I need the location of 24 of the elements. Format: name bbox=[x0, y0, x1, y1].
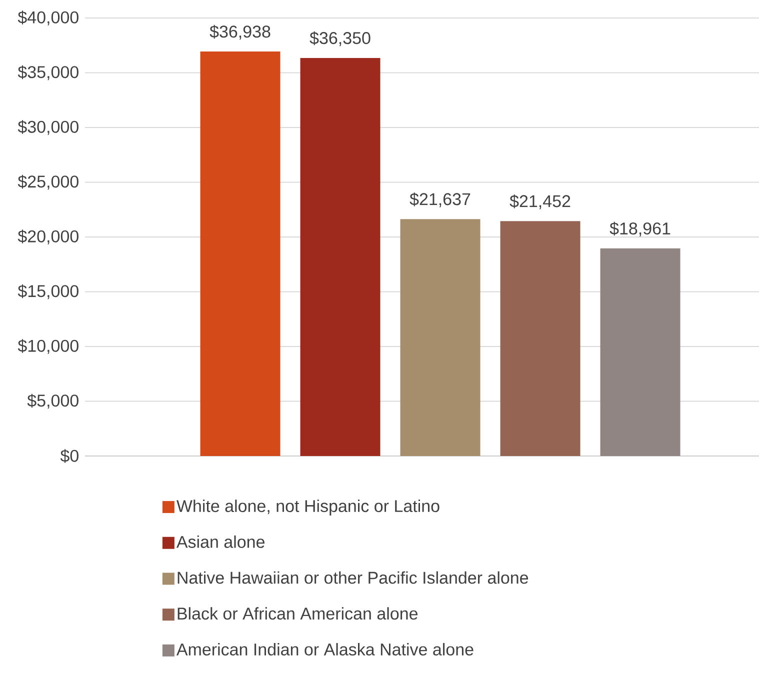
y-tick-label: $15,000 bbox=[18, 284, 78, 300]
legend-label: Black or African American alone bbox=[178, 607, 418, 620]
bar bbox=[500, 221, 580, 456]
y-tick-label: $10,000 bbox=[18, 339, 78, 354]
legend-label: Native Hawaiian or other Pacific Islander alone bbox=[178, 571, 528, 584]
y-tick-label: $20,000 bbox=[18, 230, 78, 244]
legend-label: American Indian or Alaska Native alone bbox=[176, 643, 474, 656]
y-tick-label: $40,000 bbox=[18, 10, 78, 26]
bar bbox=[200, 52, 280, 456]
y-tick-label: $25,000 bbox=[18, 174, 78, 190]
bar bbox=[300, 58, 380, 456]
bar bbox=[600, 248, 680, 456]
bar bbox=[400, 219, 480, 456]
y-tick-label: $30,000 bbox=[18, 120, 78, 135]
y-tick-label: $35,000 bbox=[18, 65, 78, 80]
legend-label: White alone, not Hispanic or Latino bbox=[176, 500, 440, 516]
data-label: $36,938 bbox=[210, 24, 270, 40]
legend-label: Asian alone bbox=[176, 535, 264, 548]
data-label: $18,961 bbox=[610, 222, 670, 237]
data-label: $21,452 bbox=[510, 194, 570, 210]
y-tick-label: $0 bbox=[60, 449, 78, 463]
data-label: $21,637 bbox=[410, 192, 470, 208]
y-tick-label: $5,000 bbox=[27, 394, 78, 409]
data-label: $36,350 bbox=[310, 31, 370, 46]
